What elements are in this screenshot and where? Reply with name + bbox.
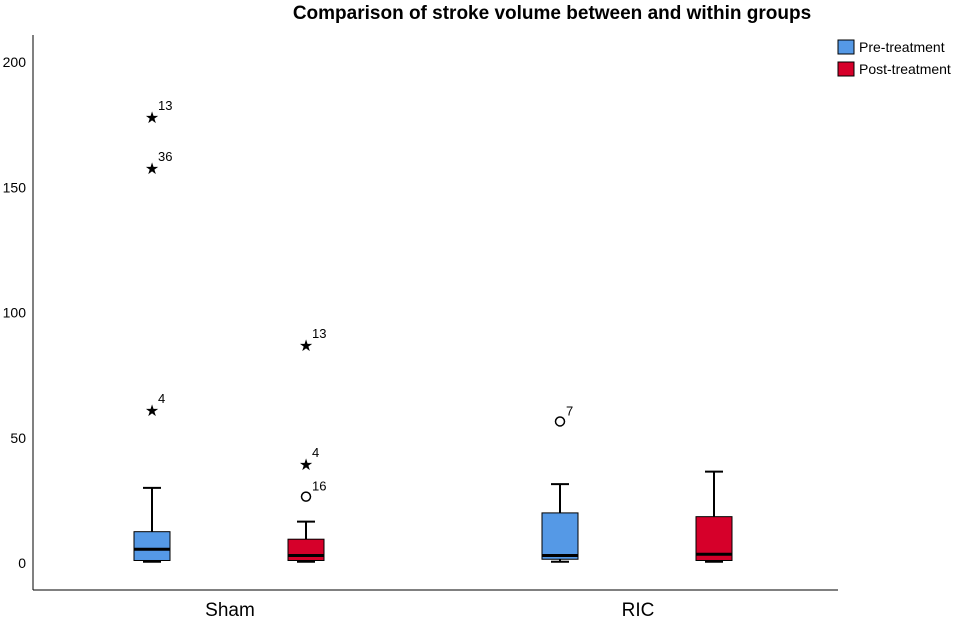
legend-label: Post-treatment (859, 61, 951, 77)
box-iqr (541, 512, 579, 560)
outlier-label: 4 (158, 391, 165, 406)
box-group (695, 470, 733, 563)
outlier-star-marker: ★ (145, 108, 159, 127)
box-iqr (287, 538, 325, 561)
y-tick-label: 150 (3, 179, 27, 195)
box-iqr (133, 531, 171, 561)
chart-title: Comparison of stroke volume between and … (293, 3, 811, 24)
x-category-label: Sham (205, 600, 255, 620)
outlier-label: 13 (158, 98, 172, 113)
legend-swatch (837, 39, 855, 55)
outlier-star-marker: ★ (299, 455, 313, 474)
x-category-label: RIC (622, 600, 655, 620)
box-group: ★13★416 (287, 326, 326, 563)
y-tick-label: 50 (10, 430, 26, 446)
plot-area: ★13★36★47★13★416 (133, 98, 733, 563)
y-tick-label: 200 (3, 54, 27, 70)
y-tick-label: 0 (18, 555, 26, 571)
outlier-label: 13 (312, 326, 326, 341)
outlier-star-marker: ★ (145, 401, 159, 420)
outlier-star-marker: ★ (145, 159, 159, 178)
y-tick-label: 100 (3, 305, 27, 321)
outlier-circle-marker (554, 416, 566, 427)
outlier-label: 4 (312, 445, 319, 460)
outlier-circle-marker (300, 491, 312, 502)
box-group: ★13★36★4 (133, 98, 172, 563)
outlier-label: 36 (158, 149, 172, 164)
outlier-label: 16 (312, 479, 326, 494)
outlier-label: 7 (566, 403, 573, 418)
box-group: 7 (541, 403, 579, 563)
legend-label: Pre-treatment (859, 39, 945, 55)
legend-swatch (837, 61, 855, 77)
outlier-star-marker: ★ (299, 336, 313, 355)
axes: 0 50 100 150 200 Sham RIC (3, 35, 838, 620)
legend: Pre-treatment Post-treatment (837, 39, 951, 77)
